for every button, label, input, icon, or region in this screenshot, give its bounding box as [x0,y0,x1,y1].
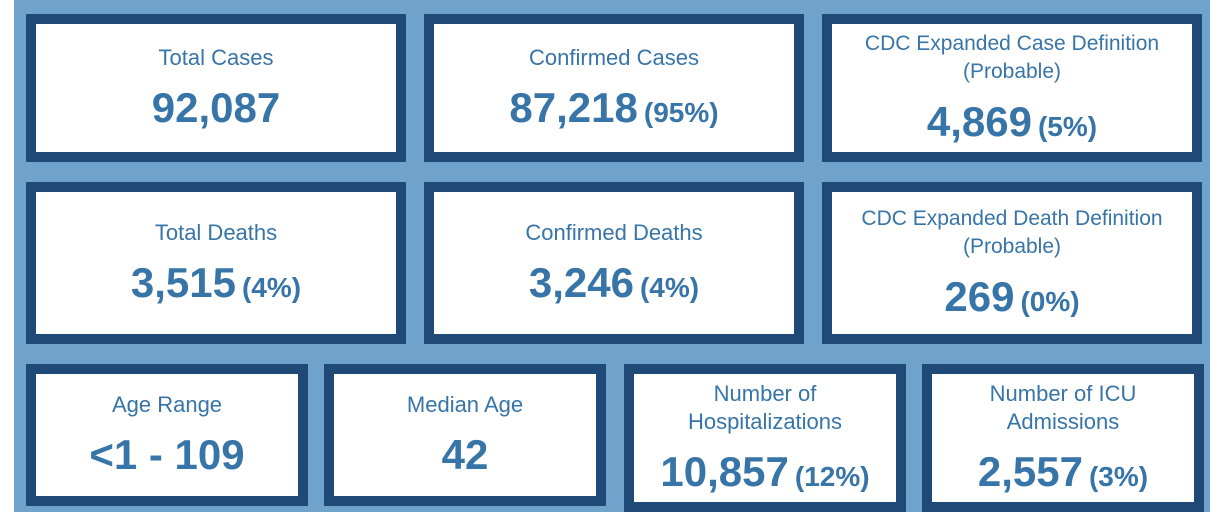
total-deaths-label: Total Deaths [154,220,278,245]
probable-deaths-value: 269 [944,273,1015,320]
icu-admissions-card: Number of ICU Admissions 2,557 (3%) [922,364,1204,512]
probable-cases-label-line2: (Probable) [962,60,1062,83]
probable-deaths-label-line1: CDC Expanded Death Definition [861,207,1163,230]
confirmed-deaths-value: 3,246 [528,259,634,306]
median-age-label: Median Age [406,392,524,417]
icu-admissions-value-row: 2,557 (3%) [978,448,1148,496]
median-age-value: 42 [441,431,489,478]
age-range-card: Age Range <1 - 109 [26,364,308,506]
confirmed-deaths-label: Confirmed Deaths [525,220,703,245]
age-range-label: Age Range [111,392,223,417]
confirmed-cases-value: 87,218 [509,84,638,131]
total-cases-label: Total Cases [158,45,274,70]
total-cases-value-row: 92,087 [152,84,280,132]
confirmed-deaths-percent: (4%) [639,272,700,303]
median-age-value-row: 42 [442,431,489,479]
total-deaths-value-row: 3,515 (4%) [131,259,301,307]
total-deaths-percent: (4%) [241,272,302,303]
age-range-value: <1 - 109 [89,431,245,478]
probable-deaths-card: CDC Expanded Death Definition (Probable)… [822,182,1202,344]
probable-cases-percent: (5%) [1037,111,1098,142]
probable-cases-value-row: 4,869 (5%) [927,98,1097,146]
probable-cases-card: CDC Expanded Case Definition (Probable) … [822,14,1202,162]
hospitalizations-card: Number of Hospitalizations 10,857 (12%) [624,364,906,512]
hospitalizations-value: 10,857 [660,448,789,495]
hospitalizations-label-line1: Number of [713,381,817,406]
probable-deaths-value-row: 269 (0%) [944,273,1079,321]
icu-admissions-label-line1: Number of ICU [989,381,1137,406]
median-age-card: Median Age 42 [324,364,606,506]
age-range-value-row: <1 - 109 [89,431,244,479]
probable-deaths-label-line2: (Probable) [962,235,1062,258]
confirmed-cases-label: Confirmed Cases [529,45,699,70]
probable-cases-label-line1: CDC Expanded Case Definition [864,32,1160,55]
total-deaths-card: Total Deaths 3,515 (4%) [26,182,406,344]
confirmed-cases-value-row: 87,218 (95%) [509,84,718,132]
confirmed-deaths-card: Confirmed Deaths 3,246 (4%) [424,182,804,344]
hospitalizations-label-line2: Hospitalizations [687,409,843,434]
icu-admissions-label-line2: Admissions [1006,409,1120,434]
confirmed-deaths-value-row: 3,246 (4%) [529,259,699,307]
total-deaths-value: 3,515 [130,259,236,306]
probable-deaths-percent: (0%) [1020,286,1080,317]
icu-admissions-percent: (3%) [1088,461,1149,492]
hospitalizations-percent: (12%) [794,461,870,492]
confirmed-cases-percent: (95%) [643,97,719,128]
hospitalizations-value-row: 10,857 (12%) [660,448,869,496]
icu-admissions-value: 2,557 [977,448,1083,495]
total-cases-value: 92,087 [151,84,281,131]
total-cases-card: Total Cases 92,087 [26,14,406,162]
confirmed-cases-card: Confirmed Cases 87,218 (95%) [424,14,804,162]
probable-cases-value: 4,869 [926,98,1032,145]
